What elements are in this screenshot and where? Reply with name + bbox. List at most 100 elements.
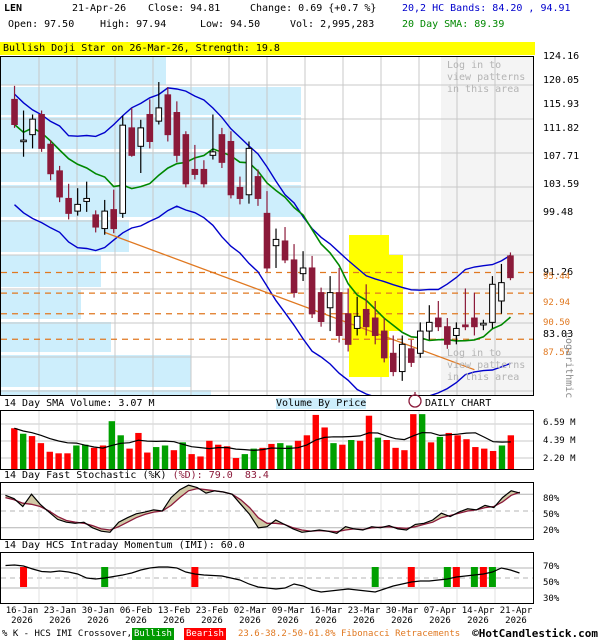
low-label: Low: 94.50 bbox=[200, 19, 261, 30]
price-tick: 83.03 bbox=[543, 329, 574, 340]
pattern-banner-text: Bullish Doji Star on 26-Mar-26, Strength… bbox=[3, 43, 280, 54]
high-label: High: 97.94 bbox=[100, 19, 167, 30]
stochastic-title-b: (%D): 79.0 bbox=[172, 470, 233, 481]
pattern-banner[interactable]: Bullish Doji Star on 26-Mar-26, Strength… bbox=[0, 42, 535, 55]
date-tick-year: 2026 bbox=[353, 616, 375, 626]
date-tick: 16-Mar 2026 bbox=[306, 606, 346, 626]
locked-overlay-line3: in this area bbox=[447, 84, 520, 95]
bullish-badge: Bullish bbox=[132, 628, 174, 640]
stochastic-title-a: 14 Day Fast Stochastic (%K) bbox=[4, 470, 173, 481]
price-tick: 107.71 bbox=[543, 151, 580, 162]
date-tick-day: 14-Apr bbox=[461, 606, 495, 616]
volume-chart-panel[interactable] bbox=[0, 410, 534, 470]
date-tick: 07-Apr 2026 bbox=[420, 606, 460, 626]
date-tick-year: 2026 bbox=[505, 616, 527, 626]
date-tick-day: 23-Jan bbox=[43, 606, 77, 616]
imi-chart-panel[interactable] bbox=[0, 552, 534, 604]
stochastic-chart-panel[interactable] bbox=[0, 482, 534, 540]
date-tick-day: 02-Mar bbox=[233, 606, 267, 616]
volume-tick: 2.20 M bbox=[543, 454, 576, 464]
date-tick-day: 23-Feb bbox=[195, 606, 229, 616]
imi-tick: 30% bbox=[543, 594, 560, 604]
locked-overlay2-line2: view patterns bbox=[447, 360, 526, 371]
date-tick-day: 09-Mar bbox=[271, 606, 305, 616]
date-tick-day: 23-Mar bbox=[347, 606, 381, 616]
date-tick: 09-Mar 2026 bbox=[268, 606, 308, 626]
volume-tick: 4.39 M bbox=[543, 436, 576, 446]
date-tick-day: 13-Feb bbox=[157, 606, 191, 616]
scale-type-label: Logarithmic bbox=[563, 332, 574, 399]
date-tick: 06-Feb 2026 bbox=[116, 606, 156, 626]
date-tick: 16-Jan 2026 bbox=[2, 606, 42, 626]
price-chart-panel[interactable] bbox=[0, 56, 534, 396]
quote-header: LEN 21-Apr-26 Close: 94.81 Change: 0.69 … bbox=[0, 0, 600, 40]
date-tick: 13-Feb 2026 bbox=[154, 606, 194, 626]
date-tick-day: 30-Jan bbox=[81, 606, 115, 616]
date-tick-day: 16-Mar bbox=[309, 606, 343, 616]
bearish-badge: Bearish bbox=[184, 628, 226, 640]
date-tick-day: 16-Jan bbox=[5, 606, 39, 616]
volume-tick: 6.59 M bbox=[543, 418, 576, 428]
brand-watermark: ©HotCandlestick.com bbox=[472, 627, 598, 640]
date-tick-day: 21-Apr bbox=[499, 606, 533, 616]
fib-tick: 92.94 bbox=[543, 298, 571, 308]
locked-overlay-line2: view patterns bbox=[447, 72, 526, 83]
imi-panel-title: 14 Day HCS Intraday Momentum (IMI): 60.0 bbox=[4, 540, 245, 551]
date-tick: 30-Jan 2026 bbox=[78, 606, 118, 626]
hc-bands-label: 20,2 HC Bands: 84.20 , 94.91 bbox=[402, 3, 571, 14]
date-tick-day: 06-Feb bbox=[119, 606, 153, 616]
locked-overlay-line1: Log in to bbox=[447, 60, 502, 71]
date-tick: 30-Mar 2026 bbox=[382, 606, 422, 626]
quote-date: 21-Apr-26 bbox=[72, 3, 127, 14]
date-tick-year: 2026 bbox=[49, 616, 71, 626]
date-axis: 16-Jan 2026 23-Jan 2026 30-Jan 2026 06-Feb 2026… bbox=[0, 606, 534, 628]
fib-tick: 90.50 bbox=[543, 318, 571, 328]
date-tick: 02-Mar 2026 bbox=[230, 606, 270, 626]
fibonacci-legend: 23.6-38.2-50-61.8% Fibonacci Retracement… bbox=[238, 629, 461, 639]
imi-tick: 70% bbox=[543, 562, 560, 572]
volume-panel-title: 14 Day SMA Volume: 3.07 M bbox=[4, 398, 155, 409]
stochastic-panel-title: 14 Day Fast Stochastic (%K) (%D): 79.0 8… bbox=[4, 470, 269, 481]
stochastic-tick: 80% bbox=[543, 494, 560, 504]
date-tick: 23-Feb 2026 bbox=[192, 606, 232, 626]
locked-overlay2-line3: in this area bbox=[447, 372, 520, 383]
locked-overlay2-line1: Log in to bbox=[447, 348, 502, 359]
price-tick: 99.48 bbox=[543, 207, 574, 218]
date-tick-year: 2026 bbox=[239, 616, 261, 626]
open-label: Open: 97.50 bbox=[8, 19, 75, 30]
close-label: Close: 94.81 bbox=[148, 3, 221, 14]
date-tick-year: 2026 bbox=[391, 616, 413, 626]
date-tick: 23-Mar 2026 bbox=[344, 606, 384, 626]
volume-label: Vol: 2,995,283 bbox=[290, 19, 375, 30]
price-tick: 103.59 bbox=[543, 179, 580, 190]
date-tick-year: 2026 bbox=[429, 616, 451, 626]
chart-footer-legend: % K - HCS IMI Crossover, Bullish Bearish… bbox=[0, 628, 600, 640]
sma-label: 20 Day SMA: 89.39 bbox=[402, 19, 505, 30]
date-tick-year: 2026 bbox=[277, 616, 299, 626]
date-tick: 21-Apr 2026 bbox=[496, 606, 536, 626]
price-tick: 115.93 bbox=[543, 99, 580, 110]
date-tick-day: 07-Apr bbox=[423, 606, 457, 616]
date-tick-year: 2026 bbox=[315, 616, 337, 626]
price-tick: 91.26 bbox=[543, 267, 574, 278]
fib-tick: 95.44 bbox=[543, 272, 571, 282]
imi-tick: 50% bbox=[543, 578, 560, 588]
chart-type-label: DAILY CHART bbox=[425, 398, 492, 409]
stochastic-title-c: 83.4 bbox=[244, 470, 269, 481]
stochastic-tick: 20% bbox=[543, 526, 560, 536]
volume-by-price-label: Volume By Price bbox=[276, 398, 367, 409]
price-tick: 124.16 bbox=[543, 51, 580, 62]
date-tick-year: 2026 bbox=[201, 616, 223, 626]
date-tick-year: 2026 bbox=[125, 616, 147, 626]
date-tick-year: 2026 bbox=[11, 616, 33, 626]
footer-legend-text: % K - HCS IMI Crossover, bbox=[2, 629, 133, 639]
price-tick: 120.05 bbox=[543, 75, 580, 86]
symbol-label: LEN bbox=[4, 3, 23, 14]
stochastic-tick: 50% bbox=[543, 510, 560, 520]
date-tick: 14-Apr 2026 bbox=[458, 606, 498, 626]
date-tick-year: 2026 bbox=[467, 616, 489, 626]
price-tick: 111.82 bbox=[543, 123, 580, 134]
fib-tick: 87.57 bbox=[543, 348, 571, 358]
date-tick-year: 2026 bbox=[163, 616, 185, 626]
